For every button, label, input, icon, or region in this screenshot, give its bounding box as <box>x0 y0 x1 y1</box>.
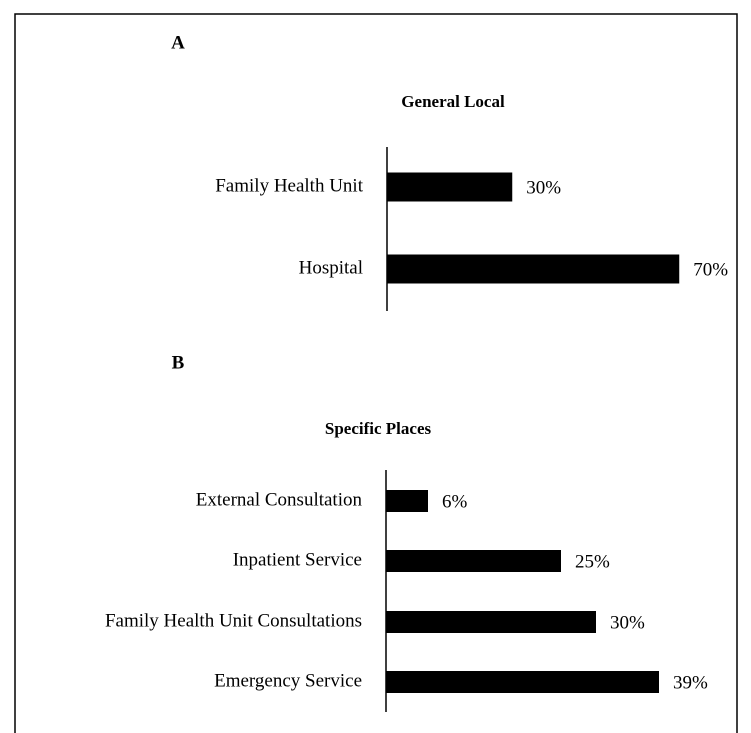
bar <box>386 490 428 512</box>
bar <box>386 550 561 572</box>
y-tick-label: Inpatient Service <box>233 549 362 570</box>
bar <box>386 611 596 633</box>
data-label: 30% <box>610 612 645 633</box>
y-tick-label: Hospital <box>299 257 363 278</box>
chart-title: Specific Places <box>325 419 432 438</box>
bar <box>387 172 513 202</box>
data-label: 70% <box>693 259 728 280</box>
data-label: 30% <box>526 177 561 198</box>
y-tick-label: External Consultation <box>196 489 363 510</box>
data-label: 25% <box>575 551 610 572</box>
bar <box>386 671 659 693</box>
bar <box>387 254 680 284</box>
data-label: 6% <box>442 491 468 512</box>
y-tick-label: Emergency Service <box>214 670 362 691</box>
chart-title: General Local <box>401 92 505 111</box>
y-tick-label: Family Health Unit Consultations <box>105 610 362 631</box>
panel-label: A <box>171 32 185 53</box>
panel-label: B <box>172 352 185 373</box>
y-tick-label: Family Health Unit <box>215 175 363 196</box>
data-label: 39% <box>673 672 708 693</box>
frame <box>14 13 738 733</box>
